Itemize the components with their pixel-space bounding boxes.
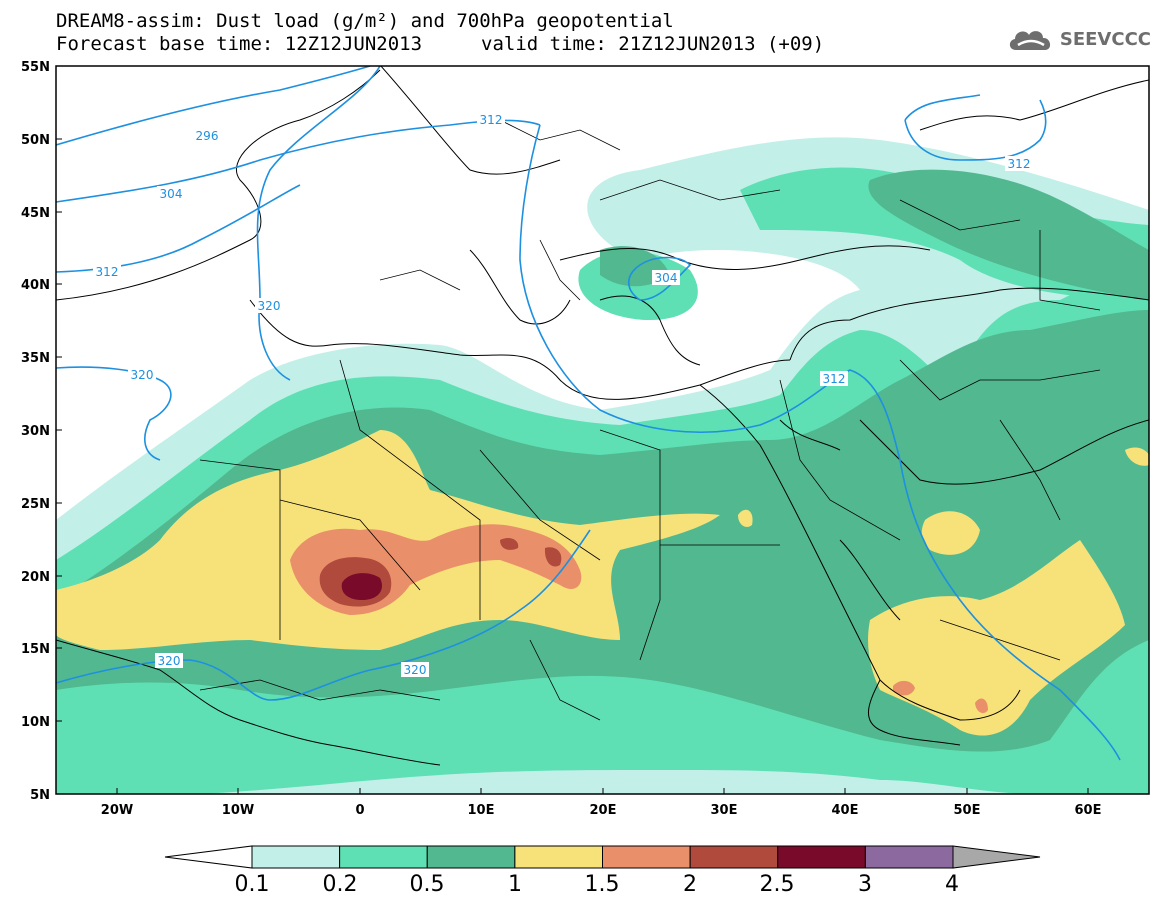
coastlines [56,66,1149,766]
colorbar-high-arrow [952,845,1041,869]
lon-label: 20W [101,803,133,818]
colorbar-boxes [251,845,954,869]
colorbar-tick: 1.5 [585,872,620,897]
lat-label: 45N [21,206,50,221]
contour-label: 312 [1008,157,1031,171]
lon-label: 0 [355,803,364,818]
forecast-times: Forecast base time: 12Z12JUN2013 valid ti… [56,33,824,55]
colorbar-low-arrow [164,845,253,869]
lat-label: 50N [21,133,50,148]
lat-label: 35N [21,351,50,366]
contour-label: 304 [655,271,678,285]
seevccc-logo: SEEVCCC [1006,26,1151,52]
colorbar-tick: 0.1 [235,872,270,897]
lat-label: 25N [21,497,50,512]
colorbar-tick: 3 [858,872,872,897]
logo-text: SEEVCCC [1059,28,1151,50]
colorbar-box [602,845,691,869]
colorbar-tick: 4 [945,872,959,897]
latitude-labels: 55N 50N 45N 40N 35N 30N 25N 20N 15N 10N … [21,60,50,803]
colorbar-tick: 2.5 [760,872,795,897]
lon-label: 30E [711,803,738,818]
colorbar-tick: 1 [508,872,522,897]
colorbar-box [689,845,779,869]
contour-label: 296 [196,129,219,143]
dust-level-2.5 [341,573,382,600]
contour-label: 320 [158,654,181,668]
lon-label: 10E [468,803,495,818]
colorbar-box [426,845,516,869]
lat-label: 20N [21,570,50,585]
longitude-labels: 20W 10W 0 10E 20E 30E 40E 50E 60E [101,803,1102,818]
contour-label: 312 [823,372,846,386]
lon-label: 60E [1075,803,1102,818]
colorbar-tick: 2 [683,872,697,897]
colorbar: 0.1 0.2 0.5 1 1.5 2 2.5 3 4 [164,845,1041,897]
colorbar-box [777,845,866,869]
axis-ticks [56,65,1089,794]
lon-label: 50E [954,803,981,818]
contour-label: 312 [96,265,119,279]
lat-label: 40N [21,278,50,293]
contour-label: 312 [480,113,503,127]
lon-label: 10W [222,803,254,818]
cloud-logo-icon [1009,31,1050,50]
country-borders [199,119,1101,721]
lon-label: 20E [590,803,617,818]
base-time: Forecast base time: 12Z12JUN2013 [56,33,423,55]
lat-label: 15N [21,642,50,657]
lat-label: 5N [30,788,50,803]
lat-label: 10N [21,715,50,730]
contour-label: 320 [258,299,281,313]
colorbar-box [514,845,603,869]
colorbar-box [864,845,954,869]
colorbar-tick: 0.2 [323,872,358,897]
contour-labels: 296 304 312 312 312 320 320 320 320 304 … [93,112,1033,677]
lat-label: 30N [21,424,50,439]
contour-label: 320 [404,663,427,677]
colorbar-tick: 0.5 [410,872,445,897]
contour-label: 320 [131,368,154,382]
valid-time: valid time: 21Z12JUN2013 (+09) [481,33,825,55]
colorbar-box [339,845,428,869]
contour-label: 304 [160,187,183,201]
colorbar-box [251,845,341,869]
lon-label: 40E [832,803,859,818]
map-title: DREAM8-assim: Dust load (g/m²) and 700hP… [56,10,674,32]
lat-label: 55N [21,60,50,75]
dust-fields [56,66,1149,794]
